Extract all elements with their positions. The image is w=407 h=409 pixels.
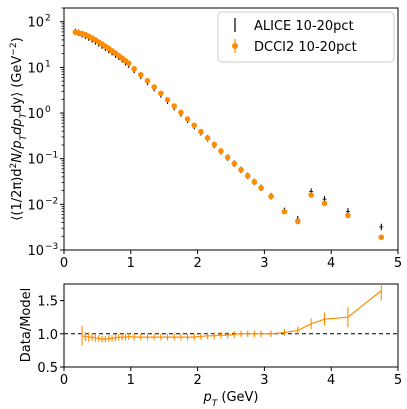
dcci2-marker [211,141,218,148]
main-data-group [72,28,385,241]
legend-entry-alice: ALICE 10-20pct [234,18,354,34]
dcci2-marker [218,148,224,154]
ratio-x-axis-label: pT (GeV) [202,390,258,409]
ratio-x-tick-label: 3 [260,373,268,388]
main-y-tick-exponent: −3 [45,242,58,252]
dcci2-marker [204,135,211,141]
dcci2-marker [198,128,204,135]
main-y-tick-exponent: 1 [45,59,51,69]
dcci2-marker [251,179,258,185]
ratio-data-group [81,284,382,346]
ratio-x-tick-label: 0 [60,373,68,388]
dcci2-marker [131,66,137,72]
ratio-x-tick-label: 4 [327,373,335,388]
dcci2-marker [164,97,171,103]
main-y-tick-exponent: 2 [45,14,51,24]
main-x-tick-label: 2 [193,256,201,271]
ratio-y-tick-label: 1.0 [37,328,58,343]
dcci2-marker [244,173,251,179]
main-y-axis-label: ⟨(1/2π)d2N/pTdpTdy⟩ (GeV−2) [9,37,29,220]
dcci2-marker [224,154,231,161]
ratio-x-tick-label: 5 [394,373,402,388]
dcci2-marker [231,160,238,167]
ratio-plot: 0 1 2 3 4 5 0.5 1.0 1.5 Data/Model pT (GeV) [19,283,402,409]
main-y-tick-exponent: −1 [45,151,58,161]
main-x-tick-label: 1 [127,256,135,271]
dcci2-marker [268,193,274,200]
ratio-y-axis-label: Data/Model [19,288,34,362]
main-y-tick-label: 10 [27,107,44,122]
dcci2-marker [191,122,198,129]
dcci2-marker [295,218,301,225]
dcci2-marker [281,208,288,215]
legend-dcci2-label: DCCI2 10-20pct [254,40,357,55]
dcci2-marker [308,192,314,198]
dcci2-marker [321,200,328,207]
main-y-tick-label: 10 [27,198,44,213]
ratio-y-tick-label: 1.5 [37,295,58,310]
main-x-tick-label: 5 [394,256,402,271]
dcci2-marker [138,71,144,78]
main-y-tick-label: 10 [27,244,44,259]
dcci2-marker [258,185,264,191]
dcci2-marker [125,60,132,67]
dcci2-marker [378,234,385,241]
ratio-x-tick-label: 2 [193,373,201,388]
main-y-tick-label: 10 [27,61,44,76]
dcci2-marker [144,77,151,84]
main-x-tick-label: 4 [327,256,335,271]
legend-entry-dcci2: DCCI2 10-20pct [232,39,357,55]
main-x-tick-label: 0 [60,256,68,271]
ratio-x-tick-label: 1 [127,373,135,388]
main-y-tick-exponent: 0 [45,105,51,115]
main-y-tick-exponent: −2 [45,196,58,206]
ratio-line [81,290,382,340]
dcci2-marker [345,212,351,219]
legend-alice-label: ALICE 10-20pct [254,19,354,34]
legend-box [217,11,395,63]
legend-dcci2-marker [232,43,238,49]
ratio-tick-group: 0 1 2 3 4 5 0.5 1.0 1.5 [37,295,402,388]
dcci2-marker [158,90,164,97]
main-x-tick-label: 3 [260,256,268,271]
main-y-tick-label: 10 [27,16,44,31]
main-y-tick-label: 10 [27,153,44,168]
dcci2-marker [178,109,184,116]
dcci2-marker [151,84,157,90]
ratio-plot-frame [63,283,399,368]
main-plot-frame [63,7,399,251]
dcci2-marker [184,116,191,122]
legend: ALICE 10-20pct DCCI2 10-20pct [217,11,395,63]
dcci2-marker [238,167,244,173]
dcci2-marker [171,103,178,109]
ratio-y-tick-label: 0.5 [37,361,58,376]
